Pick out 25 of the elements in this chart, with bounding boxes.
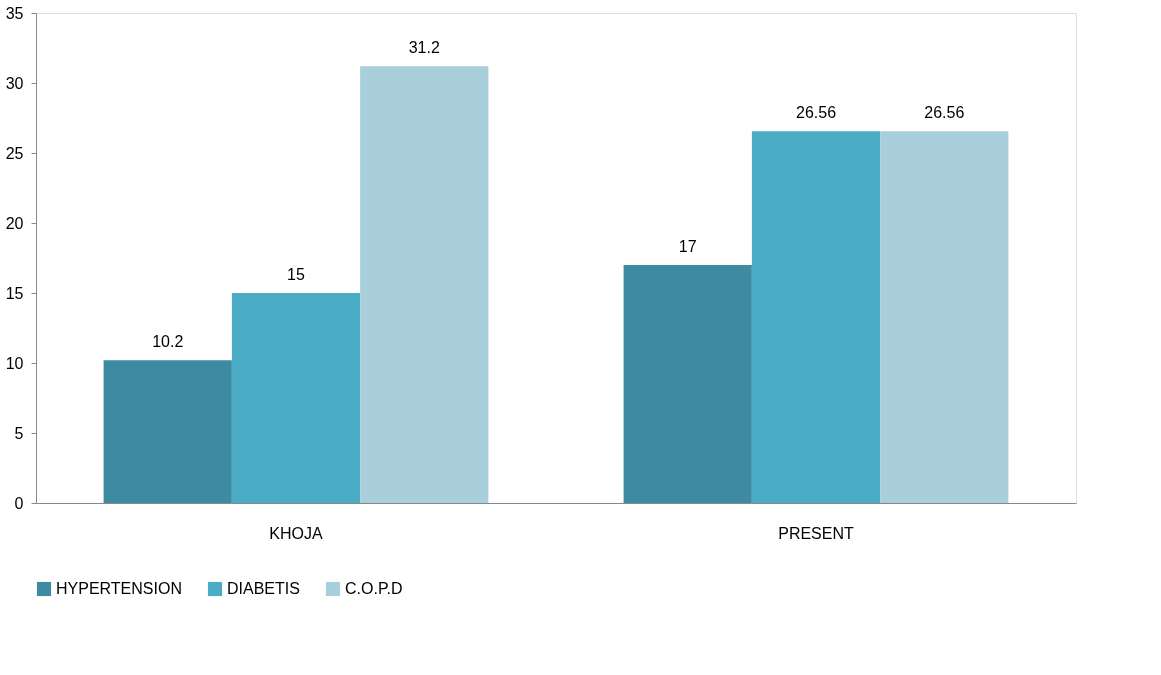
y-tick-label: 25	[5, 144, 24, 162]
data-label: 17	[678, 238, 697, 255]
y-tick-label: 20	[5, 214, 24, 232]
data-label: 15	[287, 266, 305, 283]
x-tick-label: KHOJA	[269, 524, 323, 542]
y-tick-label: 0	[14, 494, 24, 512]
bar	[880, 131, 1009, 503]
x-tick-label: PRESENT	[778, 524, 855, 542]
data-label: 26.56	[795, 104, 837, 122]
bar	[360, 66, 489, 503]
legend-label: HYPERTENSION	[56, 580, 182, 597]
data-label: 31.2	[408, 39, 440, 57]
y-tick-label: 30	[5, 74, 24, 92]
y-tick-label: 15	[5, 284, 24, 302]
y-tick-label: 35	[5, 4, 24, 22]
data-label: 10.2	[152, 333, 184, 351]
bar	[231, 293, 361, 503]
legend-label: C.O.P.D	[345, 580, 403, 597]
y-tick-label: 5	[14, 424, 24, 442]
y-tick-label: 10	[5, 354, 24, 372]
bar	[751, 131, 881, 503]
legend-label: DIABETIS	[227, 580, 300, 597]
bar	[623, 265, 752, 503]
bar	[103, 360, 232, 503]
data-label: 26.56	[924, 104, 965, 122]
